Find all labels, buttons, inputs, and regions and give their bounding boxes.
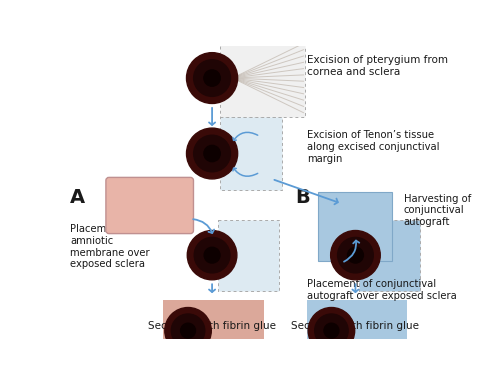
Circle shape <box>194 237 230 273</box>
Text: Excision of pterygium from
cornea and sclera: Excision of pterygium from cornea and sc… <box>306 55 448 77</box>
Bar <box>318 192 392 261</box>
Bar <box>163 300 264 362</box>
Circle shape <box>172 314 205 347</box>
Circle shape <box>324 323 339 338</box>
Circle shape <box>204 70 220 86</box>
Bar <box>360 220 420 291</box>
Bar <box>218 220 278 291</box>
Circle shape <box>314 314 348 347</box>
FancyBboxPatch shape <box>106 178 194 234</box>
Text: Harvesting of
conjunctival
autograft: Harvesting of conjunctival autograft <box>404 194 471 227</box>
Text: Securing with fibrin glue: Securing with fibrin glue <box>148 322 276 331</box>
Circle shape <box>330 231 380 280</box>
Circle shape <box>204 247 220 263</box>
Text: Placement of conjunctival
autograft over exposed sclera: Placement of conjunctival autograft over… <box>306 279 456 301</box>
Text: Amniotic
membrane: Amniotic membrane <box>116 191 183 213</box>
Circle shape <box>186 128 238 179</box>
Circle shape <box>204 146 220 162</box>
Circle shape <box>338 237 374 273</box>
Text: Securing with fibrin glue: Securing with fibrin glue <box>292 322 420 331</box>
Circle shape <box>186 53 238 104</box>
Text: A: A <box>70 188 86 207</box>
Bar <box>220 117 282 190</box>
Circle shape <box>194 60 230 96</box>
Text: B: B <box>295 188 310 207</box>
Circle shape <box>348 247 364 263</box>
Text: Placement of
amniotic
membrane over
exposed sclera: Placement of amniotic membrane over expo… <box>70 224 150 269</box>
Bar <box>306 300 408 362</box>
Circle shape <box>194 135 230 172</box>
Circle shape <box>188 231 237 280</box>
Circle shape <box>180 323 196 338</box>
Bar <box>220 40 305 117</box>
Circle shape <box>165 307 212 354</box>
Text: Excision of Tenon’s tissue
along excised conjunctival
margin: Excision of Tenon’s tissue along excised… <box>306 130 439 163</box>
Circle shape <box>308 307 354 354</box>
